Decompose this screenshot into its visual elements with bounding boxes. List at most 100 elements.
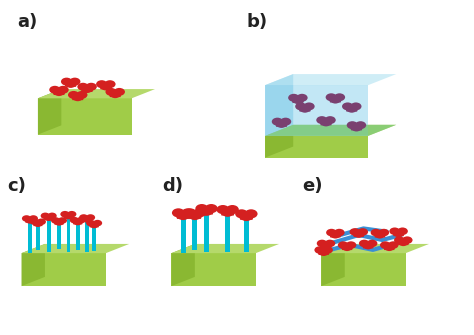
Circle shape — [244, 215, 248, 218]
Circle shape — [193, 208, 206, 217]
Circle shape — [68, 91, 79, 99]
Circle shape — [36, 218, 46, 225]
Polygon shape — [32, 222, 44, 226]
Polygon shape — [24, 219, 36, 223]
Circle shape — [182, 208, 194, 217]
Circle shape — [363, 243, 373, 250]
Polygon shape — [38, 98, 132, 135]
Polygon shape — [38, 89, 61, 135]
Circle shape — [357, 228, 368, 236]
Polygon shape — [64, 82, 78, 87]
Circle shape — [397, 227, 408, 235]
Circle shape — [181, 214, 185, 217]
Polygon shape — [80, 88, 94, 92]
Circle shape — [22, 215, 31, 222]
Circle shape — [292, 97, 303, 104]
Circle shape — [195, 204, 208, 213]
Circle shape — [325, 116, 336, 124]
Circle shape — [346, 241, 356, 249]
Polygon shape — [21, 244, 129, 253]
Circle shape — [226, 205, 239, 214]
Circle shape — [96, 80, 107, 88]
Polygon shape — [265, 74, 293, 136]
Polygon shape — [43, 217, 55, 220]
Circle shape — [85, 218, 89, 220]
Circle shape — [93, 220, 102, 226]
Polygon shape — [53, 221, 65, 225]
Polygon shape — [265, 125, 293, 157]
Circle shape — [61, 78, 72, 85]
Polygon shape — [321, 244, 429, 253]
Circle shape — [93, 224, 95, 225]
Circle shape — [342, 103, 353, 110]
Circle shape — [57, 221, 61, 223]
Text: b): b) — [246, 13, 267, 31]
Circle shape — [105, 88, 117, 96]
Polygon shape — [71, 96, 85, 100]
Circle shape — [172, 208, 185, 217]
Circle shape — [49, 86, 61, 94]
Polygon shape — [328, 98, 343, 103]
Polygon shape — [298, 107, 312, 112]
Polygon shape — [172, 244, 279, 253]
Polygon shape — [274, 123, 289, 127]
Circle shape — [77, 83, 89, 91]
Circle shape — [64, 213, 73, 219]
Circle shape — [29, 215, 38, 222]
Circle shape — [92, 224, 96, 226]
Circle shape — [272, 118, 283, 126]
Polygon shape — [63, 215, 74, 218]
Circle shape — [314, 246, 325, 254]
Polygon shape — [172, 253, 256, 286]
Polygon shape — [21, 244, 45, 286]
Circle shape — [338, 241, 348, 249]
Circle shape — [346, 105, 357, 113]
Circle shape — [326, 229, 337, 236]
Circle shape — [30, 218, 39, 225]
Circle shape — [330, 96, 341, 104]
Circle shape — [371, 229, 381, 236]
Circle shape — [235, 209, 248, 218]
Circle shape — [73, 219, 82, 225]
Circle shape — [177, 212, 189, 220]
Polygon shape — [198, 210, 215, 215]
Polygon shape — [265, 125, 396, 136]
Polygon shape — [175, 214, 191, 219]
Circle shape — [226, 210, 230, 213]
Polygon shape — [28, 220, 32, 253]
Polygon shape — [57, 222, 61, 249]
Polygon shape — [47, 217, 51, 252]
Polygon shape — [345, 107, 359, 112]
Polygon shape — [291, 99, 305, 103]
Circle shape — [222, 208, 234, 217]
Circle shape — [334, 229, 345, 236]
Polygon shape — [397, 241, 410, 245]
Circle shape — [47, 213, 57, 219]
Polygon shape — [340, 246, 354, 250]
Circle shape — [60, 211, 70, 217]
Circle shape — [240, 213, 252, 221]
Polygon shape — [36, 223, 40, 250]
Circle shape — [45, 215, 53, 221]
Circle shape — [354, 231, 364, 238]
Polygon shape — [244, 216, 249, 253]
Circle shape — [28, 219, 31, 221]
Polygon shape — [352, 233, 365, 237]
Circle shape — [205, 210, 208, 212]
Circle shape — [245, 209, 257, 218]
Polygon shape — [361, 244, 375, 249]
Circle shape — [82, 86, 92, 93]
Polygon shape — [38, 89, 155, 98]
Polygon shape — [21, 253, 106, 286]
Circle shape — [325, 240, 335, 247]
Circle shape — [402, 237, 412, 244]
Circle shape — [193, 214, 197, 217]
Circle shape — [349, 228, 360, 236]
Circle shape — [58, 217, 67, 224]
Circle shape — [280, 118, 291, 126]
Circle shape — [37, 223, 39, 224]
Text: d): d) — [162, 178, 183, 195]
Circle shape — [70, 217, 79, 223]
Circle shape — [350, 103, 362, 110]
Polygon shape — [238, 215, 255, 220]
